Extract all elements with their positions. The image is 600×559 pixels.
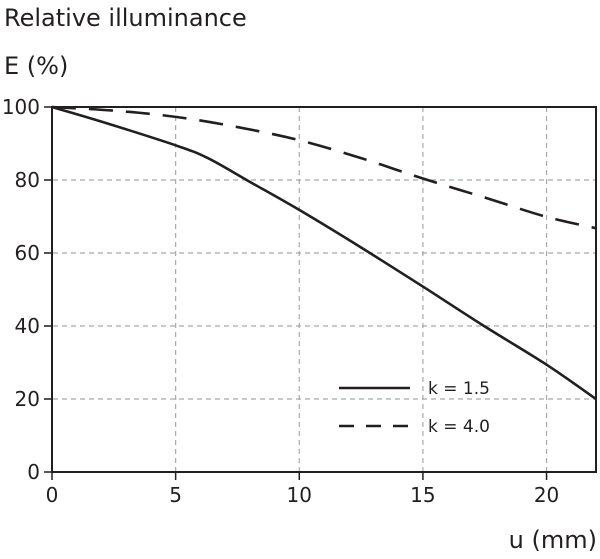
- y-axis-label: E (%): [4, 52, 68, 80]
- series-line-1: [51, 105, 597, 401]
- plot-frame: [51, 106, 597, 473]
- tick-labels: 0 5 10 15 20 0 20 40 60 80 100: [2, 95, 559, 507]
- y-tick-label: 80: [15, 168, 40, 192]
- y-tick-label: 0: [27, 460, 40, 484]
- x-axis-label: u (mm): [509, 526, 597, 554]
- x-tick-label: 15: [410, 483, 435, 507]
- legend: k = 1.5 k = 4.0: [339, 379, 490, 437]
- grid: [44, 107, 596, 472]
- y-tick-label: 60: [15, 241, 40, 265]
- series-lines: [51, 105, 597, 401]
- y-tick-label: 100: [2, 95, 40, 119]
- axes: [44, 106, 597, 480]
- series-line-2: [51, 105, 597, 230]
- x-tick-label: 0: [46, 483, 59, 507]
- y-tick-label: 40: [15, 314, 40, 338]
- x-tick-label: 20: [534, 483, 559, 507]
- chart-title: Relative illuminance: [4, 4, 247, 32]
- legend-label-1: k = 1.5: [428, 379, 490, 399]
- x-tick-label: 5: [169, 483, 182, 507]
- legend-label-2: k = 4.0: [428, 417, 490, 437]
- x-tick-label: 10: [287, 483, 312, 507]
- y-tick-label: 20: [15, 387, 40, 411]
